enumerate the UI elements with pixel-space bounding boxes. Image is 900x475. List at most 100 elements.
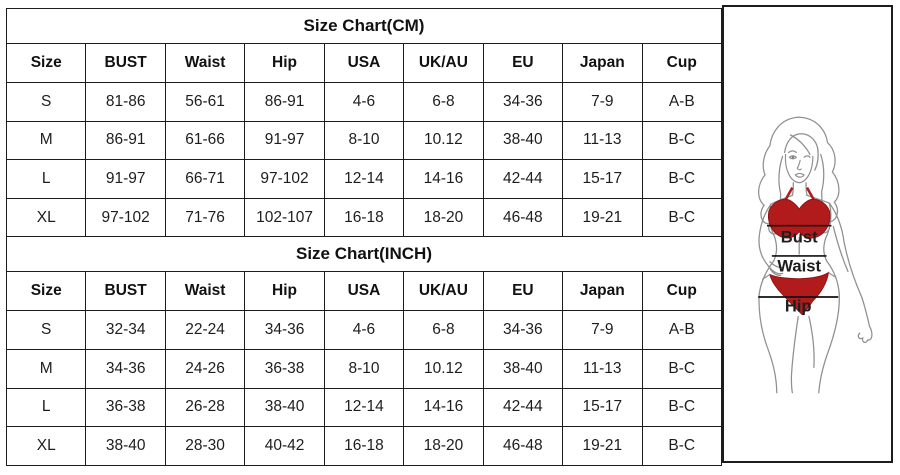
size-cell: S bbox=[5, 310, 87, 350]
table-cell: 32-34 bbox=[85, 310, 166, 350]
column-header: Cup bbox=[641, 271, 722, 312]
table-cell: 12-14 bbox=[323, 387, 405, 428]
face-outline bbox=[784, 150, 814, 184]
size-cell: L bbox=[5, 387, 87, 428]
table-cell: 97-102 bbox=[85, 197, 166, 238]
column-header: USA bbox=[323, 43, 405, 83]
table-cell: 12-14 bbox=[323, 159, 405, 199]
table-cell: 34-36 bbox=[85, 348, 166, 389]
column-header: BUST bbox=[85, 43, 166, 83]
size-cell: S bbox=[5, 82, 87, 122]
table-cell: 38-40 bbox=[244, 387, 325, 428]
table-cell: B-C bbox=[641, 197, 722, 238]
measurement-figure-panel: Bust Waist Hip bbox=[722, 5, 893, 463]
table-cell: 91-97 bbox=[85, 159, 166, 199]
table-row: L 36-38 26-28 38-40 12-14 14-16 42-44 15-17 B-C bbox=[5, 387, 722, 428]
table-cell: 11-13 bbox=[562, 120, 643, 161]
waist-label: Waist bbox=[777, 257, 821, 276]
table-cell: 10.12 bbox=[403, 120, 484, 161]
table-cell: 8-10 bbox=[323, 348, 405, 389]
table-cell: 22-24 bbox=[164, 310, 246, 350]
hip-label: Hip bbox=[785, 297, 812, 316]
bikini-bottom bbox=[761, 271, 837, 316]
table-cell: A-B bbox=[641, 310, 722, 350]
size-chart-table: Size Chart(CM) Size BUST Waist Hip USA UK/AU EU… bbox=[5, 8, 722, 466]
table-cell: 91-97 bbox=[244, 120, 325, 161]
table-cell: 34-36 bbox=[244, 310, 325, 350]
table-cell: 8-10 bbox=[323, 120, 405, 161]
table-cell: A-B bbox=[641, 82, 722, 122]
table-cell: 19-21 bbox=[562, 426, 643, 466]
table-cell: 6-8 bbox=[403, 82, 484, 122]
size-chart-sheet: Size Chart(CM) Size BUST Waist Hip USA UK/AU EU… bbox=[5, 8, 722, 466]
table-cell: 16-18 bbox=[323, 197, 405, 238]
table-cell: 4-6 bbox=[323, 82, 405, 122]
table-cell: 42-44 bbox=[482, 159, 564, 199]
table-cell: 86-91 bbox=[85, 120, 166, 161]
column-header: Hip bbox=[244, 43, 325, 83]
table-cell: 38-40 bbox=[482, 120, 564, 161]
bikini-top bbox=[767, 186, 831, 239]
table-row: S 32-34 22-24 34-36 4-6 6-8 34-36 7-9 A-B bbox=[5, 310, 722, 350]
table-cell: 24-26 bbox=[164, 348, 246, 389]
table-cell: 7-9 bbox=[562, 310, 643, 350]
table-cell: 26-28 bbox=[164, 387, 246, 428]
table-title-row: Size Chart(INCH) bbox=[6, 236, 722, 273]
column-header: Size bbox=[5, 271, 87, 312]
table-cell: 34-36 bbox=[482, 310, 564, 350]
table-header-row: Size BUST Waist Hip USA UK/AU EU Japan Cup bbox=[5, 271, 722, 312]
column-header: UK/AU bbox=[403, 43, 484, 83]
table-row: L 91-97 66-71 97-102 12-14 14-16 42-44 15-17 B-C bbox=[5, 159, 722, 199]
table-cell: 36-38 bbox=[85, 387, 166, 428]
table-cell: 46-48 bbox=[482, 197, 564, 238]
table-cell: 46-48 bbox=[482, 426, 564, 466]
column-header: Hip bbox=[244, 271, 325, 312]
table-cell: 10.12 bbox=[403, 348, 484, 389]
column-header: USA bbox=[323, 271, 405, 312]
table-cell: B-C bbox=[641, 426, 722, 466]
table-cell: 14-16 bbox=[403, 159, 484, 199]
table-cell: 56-61 bbox=[164, 82, 246, 122]
column-header: Japan bbox=[562, 43, 643, 83]
table-cell: 14-16 bbox=[403, 387, 484, 428]
table-cell: 4-6 bbox=[323, 310, 405, 350]
table-row: M 34-36 24-26 36-38 8-10 10.12 38-40 11-13 B-C bbox=[5, 348, 722, 389]
size-cell: XL bbox=[5, 426, 87, 466]
table-cell: B-C bbox=[641, 159, 722, 199]
table-cell: 66-71 bbox=[164, 159, 246, 199]
column-header: Size bbox=[5, 43, 87, 83]
size-cell: M bbox=[5, 120, 87, 161]
table-cell: 36-38 bbox=[244, 348, 325, 389]
table-cell: 11-13 bbox=[562, 348, 643, 389]
table-cell: B-C bbox=[641, 120, 722, 161]
table-cell: 16-18 bbox=[323, 426, 405, 466]
table-cell: 34-36 bbox=[482, 82, 564, 122]
table-cell: 102-107 bbox=[244, 197, 325, 238]
table-cell: 18-20 bbox=[403, 197, 484, 238]
table-cell: 38-40 bbox=[482, 348, 564, 389]
table-row: XL 97-102 71-76 102-107 16-18 18-20 46-48 19-21… bbox=[5, 197, 722, 238]
body-outline bbox=[758, 182, 873, 394]
table-cell: 19-21 bbox=[562, 197, 643, 238]
table-cell: 61-66 bbox=[164, 120, 246, 161]
table-cell: 28-30 bbox=[164, 426, 246, 466]
column-header: EU bbox=[482, 43, 564, 83]
table-cell: B-C bbox=[641, 348, 722, 389]
table-cell: 97-102 bbox=[244, 159, 325, 199]
bust-label: Bust bbox=[781, 227, 818, 246]
table-row: M 86-91 61-66 91-97 8-10 10.12 38-40 11-13 B-C bbox=[5, 120, 722, 161]
column-header: EU bbox=[482, 271, 564, 312]
table-title: Size Chart(INCH) bbox=[6, 236, 722, 273]
table-cell: B-C bbox=[641, 387, 722, 428]
table-cell: 6-8 bbox=[403, 310, 484, 350]
table-cell: 7-9 bbox=[562, 82, 643, 122]
column-header: UK/AU bbox=[403, 271, 484, 312]
table-cell: 42-44 bbox=[482, 387, 564, 428]
table-title: Size Chart(CM) bbox=[6, 8, 722, 44]
column-header: Cup bbox=[641, 43, 722, 83]
table-cell: 86-91 bbox=[244, 82, 325, 122]
size-cell: L bbox=[5, 159, 87, 199]
size-cell: M bbox=[5, 348, 87, 389]
column-header: Waist bbox=[164, 271, 246, 312]
